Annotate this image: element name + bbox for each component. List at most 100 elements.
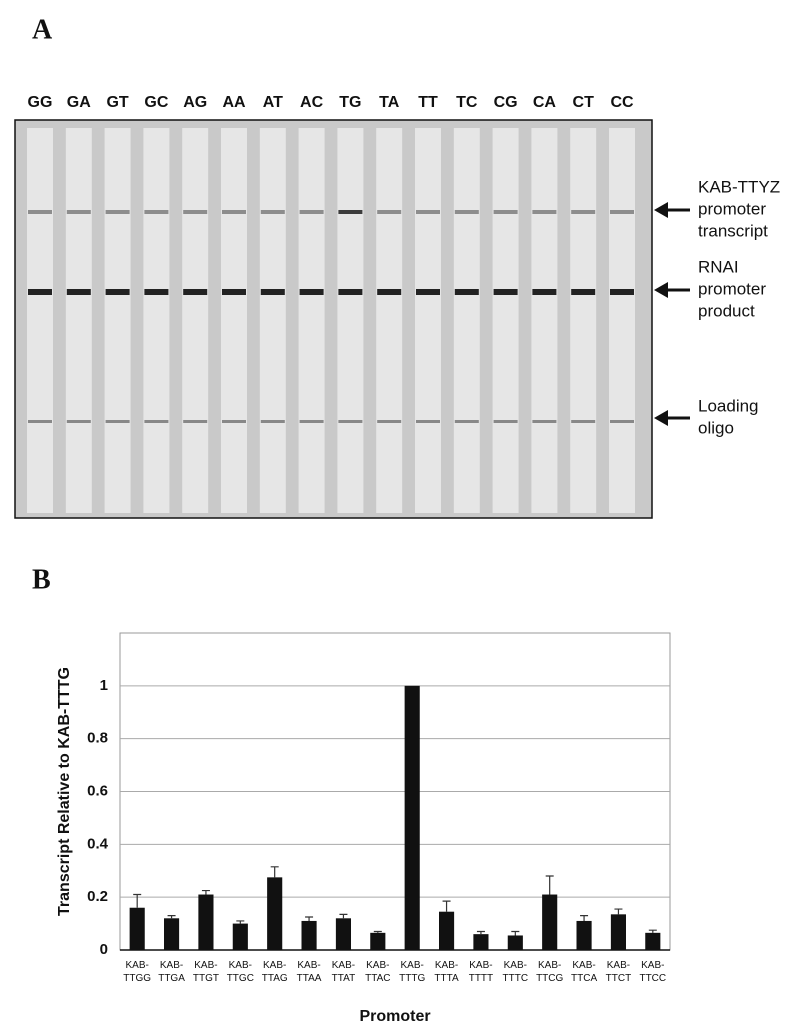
y-tick-label: 0.2 — [87, 888, 108, 905]
band — [610, 420, 634, 423]
bar — [232, 923, 248, 950]
lane-label: TG — [339, 94, 361, 111]
x-tick-label: KAB- TTAA — [297, 960, 322, 984]
x-tick-label-line: KAB- — [572, 960, 595, 971]
x-tick-label-line: TTGC — [227, 973, 254, 984]
x-axis-label: Promoter — [359, 1008, 430, 1025]
band — [66, 210, 91, 214]
x-tick-label-line: TTAA — [297, 973, 322, 984]
band-label: promoter — [698, 199, 766, 218]
lane — [570, 128, 597, 513]
band — [532, 210, 557, 214]
band — [28, 420, 52, 423]
band — [260, 210, 285, 214]
gel-lanes: GG GA GT GC AG AA AT AC TG TA TT TC CG CA CT CC KAB-TTYZ… — [27, 94, 780, 513]
band — [532, 420, 557, 423]
band — [66, 420, 91, 423]
y-tick-label: 0.6 — [87, 782, 108, 799]
band-label: product — [698, 301, 755, 320]
band — [571, 289, 596, 295]
x-tick-label-line: TTGG — [123, 973, 151, 984]
bar — [335, 918, 351, 950]
x-tick-label-line: KAB- — [641, 960, 664, 971]
lane — [143, 128, 170, 513]
lane — [259, 128, 286, 513]
band — [144, 289, 169, 295]
panel-label: A — [32, 14, 53, 45]
lane — [337, 128, 364, 513]
band — [105, 420, 130, 423]
error-bar — [511, 930, 520, 936]
band — [416, 210, 440, 214]
bar — [404, 685, 420, 950]
band — [571, 420, 596, 423]
band-label: oligo — [698, 418, 734, 437]
band — [183, 210, 208, 214]
x-tick-label-line: KAB- — [469, 960, 492, 971]
band-label: KAB-TTYZ — [698, 177, 780, 196]
x-tick-label: KAB- TTAC — [365, 960, 390, 984]
x-tick-label-line: TTAT — [332, 973, 356, 984]
error-bar — [614, 908, 623, 915]
y-tick-label: 1 — [100, 677, 108, 694]
band — [28, 289, 52, 295]
error-bar — [201, 889, 210, 895]
band — [454, 210, 479, 214]
arrowhead — [654, 410, 668, 426]
band — [222, 289, 246, 295]
x-tick-label-line: TTCT — [606, 973, 632, 984]
band — [338, 420, 363, 423]
x-tick-label-line: TTTA — [434, 973, 459, 984]
band — [183, 289, 208, 295]
x-tick-label-line: KAB- — [401, 960, 424, 971]
bar — [164, 918, 180, 950]
band — [105, 210, 130, 214]
band — [377, 420, 402, 423]
x-tick-label: KAB- TTTG — [399, 960, 425, 984]
band — [260, 289, 285, 295]
error-bar — [270, 866, 279, 878]
x-tick-label: KAB- TTCG — [536, 960, 563, 984]
x-tick-label-line: KAB- — [126, 960, 149, 971]
band — [493, 210, 518, 214]
lane — [492, 128, 519, 513]
lane-label: AA — [222, 94, 246, 111]
x-tick-label: KAB- TTGG — [123, 960, 151, 984]
bar — [301, 920, 317, 950]
band — [338, 289, 363, 295]
x-tick-label: KAB- TTCC — [639, 960, 666, 984]
band — [610, 289, 634, 295]
band — [377, 210, 402, 214]
lane-label: CT — [573, 94, 595, 111]
bar — [610, 914, 626, 950]
y-axis-label: Transcript Relative to KAB-TTTG — [56, 667, 73, 916]
x-tick-label-line: KAB- — [607, 960, 630, 971]
lane-label: AT — [263, 94, 283, 111]
lane-label: GG — [28, 94, 53, 111]
x-tick-label-line: KAB- — [538, 960, 561, 971]
y-tick-label: 0 — [100, 941, 108, 958]
x-tick-label-line: TTCC — [639, 973, 666, 984]
bar — [645, 932, 661, 950]
arrowhead — [654, 202, 668, 218]
error-bar — [305, 916, 314, 921]
lane — [65, 128, 92, 513]
lane — [298, 128, 325, 513]
x-tick-label-line: TTTC — [503, 973, 529, 984]
band — [260, 420, 285, 423]
x-tick-label-line: TTAC — [365, 973, 390, 984]
error-bar — [545, 875, 554, 895]
x-tick-label: KAB- TTAT — [332, 960, 356, 984]
band — [532, 289, 557, 295]
band — [222, 420, 246, 423]
x-tick-label: KAB- TTGT — [193, 960, 219, 984]
x-tick-label-line: KAB- — [263, 960, 286, 971]
bar — [198, 894, 214, 950]
band-label: RNAI — [698, 257, 739, 276]
band — [416, 289, 440, 295]
lane-label: GT — [106, 94, 128, 111]
bar — [507, 935, 523, 950]
band — [299, 289, 324, 295]
band — [28, 210, 52, 214]
x-tick-label-line: TTGA — [158, 973, 185, 984]
